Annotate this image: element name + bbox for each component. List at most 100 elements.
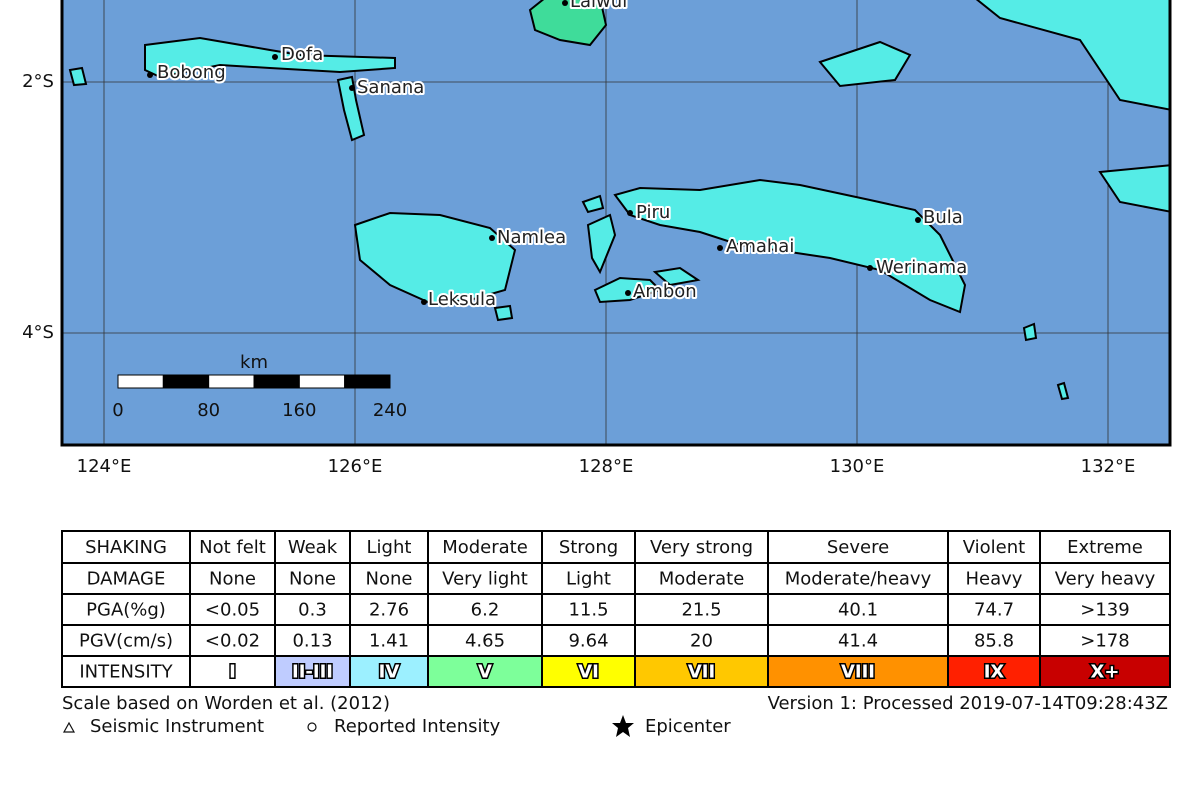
legend-text: 41.4 bbox=[838, 631, 878, 652]
legend-cell bbox=[349, 530, 429, 564]
legend-text: Moderate bbox=[442, 537, 528, 558]
place-label: Namlea bbox=[497, 227, 566, 248]
legend-text: VI bbox=[578, 662, 599, 683]
legend-text: Extreme bbox=[1067, 537, 1143, 558]
legend-text: I bbox=[229, 662, 236, 683]
legend-text: Not felt bbox=[199, 537, 266, 558]
legend-text: 9.64 bbox=[568, 631, 608, 652]
legend-cell bbox=[349, 655, 429, 688]
legend-text: INTENSITY bbox=[79, 662, 173, 683]
legend-text: Moderate bbox=[659, 569, 745, 590]
legend-text: Severe bbox=[827, 537, 889, 558]
legend-cell bbox=[767, 562, 949, 595]
map-frame bbox=[60, 0, 1172, 447]
place-dot bbox=[915, 217, 921, 223]
island bbox=[581, 194, 605, 214]
place-label: Leksula bbox=[428, 289, 496, 310]
place-label: Ambon bbox=[633, 281, 697, 302]
legend-text: VIII bbox=[841, 662, 875, 683]
place-label: Piru bbox=[636, 202, 670, 223]
island bbox=[528, 0, 608, 47]
scale-segment bbox=[344, 374, 391, 389]
legend-text: 20 bbox=[690, 631, 713, 652]
legend-text: Light bbox=[367, 537, 412, 558]
scale-tick: 160 bbox=[282, 400, 316, 421]
legend-cell bbox=[1039, 624, 1171, 657]
legend-text: <0.02 bbox=[205, 631, 260, 652]
legend-text: None bbox=[366, 569, 413, 590]
intensity-symbol bbox=[307, 722, 317, 732]
lon-label: 126°E bbox=[328, 456, 383, 477]
island bbox=[493, 304, 514, 322]
island bbox=[613, 178, 967, 314]
legend-text: 2.76 bbox=[369, 600, 409, 621]
scale-tick: 0 bbox=[112, 400, 123, 421]
place-label: Laiwui bbox=[570, 0, 627, 12]
legend-cell bbox=[274, 655, 351, 688]
legend-text: Strong bbox=[559, 537, 618, 558]
legend-cell bbox=[61, 655, 191, 688]
place-dot bbox=[349, 85, 355, 91]
island bbox=[353, 211, 517, 305]
lon-label: 130°E bbox=[830, 456, 885, 477]
place-label: Bobong bbox=[157, 62, 226, 83]
scale-unit: km bbox=[240, 352, 268, 373]
place-label: Dofa bbox=[281, 44, 323, 65]
legend-text: >178 bbox=[1080, 631, 1129, 652]
legend-cell bbox=[947, 593, 1041, 626]
scale-segment bbox=[117, 374, 164, 389]
legend-text: DAMAGE bbox=[87, 569, 166, 590]
scale-segment bbox=[162, 374, 210, 389]
island bbox=[818, 40, 912, 88]
lon-label: 132°E bbox=[1081, 456, 1136, 477]
symbol-label: Seismic Instrument bbox=[90, 716, 264, 737]
legend-cell bbox=[767, 655, 949, 688]
scale-segment bbox=[253, 374, 300, 389]
legend-text: 40.1 bbox=[838, 600, 878, 621]
scale-tick: 80 bbox=[197, 400, 220, 421]
legend-text: IX bbox=[984, 662, 1005, 683]
island bbox=[144, 36, 396, 79]
place-dot bbox=[867, 265, 873, 271]
instrument-symbol bbox=[62, 721, 76, 733]
legend-text: IV bbox=[379, 662, 400, 683]
lon-label: 124°E bbox=[77, 456, 132, 477]
place-dot bbox=[272, 54, 278, 60]
legend-cell bbox=[947, 655, 1041, 688]
legend-text: SHAKING bbox=[85, 537, 167, 558]
scale-segment bbox=[298, 374, 346, 389]
island bbox=[1022, 322, 1038, 342]
place-dot bbox=[489, 235, 495, 241]
lat-label: 4°S bbox=[22, 322, 54, 343]
symbol-label: Epicenter bbox=[645, 716, 731, 737]
place-dot bbox=[625, 290, 631, 296]
legend-cell bbox=[541, 593, 636, 626]
legend-cell bbox=[541, 530, 636, 564]
place-label: Bula bbox=[923, 207, 963, 228]
place-dot bbox=[562, 0, 568, 6]
legend-text: 0.3 bbox=[298, 600, 327, 621]
legend-cell bbox=[947, 530, 1041, 564]
legend-cell bbox=[947, 624, 1041, 657]
lat-label: 2°S bbox=[22, 71, 54, 92]
legend-text: 1.41 bbox=[369, 631, 409, 652]
legend-cell bbox=[634, 593, 769, 626]
legend-text: Violent bbox=[963, 537, 1025, 558]
legend-text: V bbox=[478, 662, 492, 683]
island bbox=[652, 266, 701, 287]
place-dot bbox=[421, 299, 427, 305]
legend-cell bbox=[427, 593, 543, 626]
legend-text: PGV(cm/s) bbox=[79, 631, 173, 652]
place-label: Amahai bbox=[726, 236, 794, 257]
legend-text: <0.05 bbox=[205, 600, 260, 621]
island bbox=[68, 66, 88, 87]
map: Laiwui Dofa Bobong Sanana Piru Bula Namlea Amah… bbox=[62, 0, 1170, 445]
legend-text: 4.65 bbox=[465, 631, 505, 652]
scale-note: Scale based on Worden et al. (2012) bbox=[62, 693, 390, 714]
island bbox=[975, 0, 1170, 111]
place-dot bbox=[627, 210, 633, 216]
version: Version 1: Processed 2019-07-14T09:28:43… bbox=[768, 693, 1168, 714]
legend-text: VII bbox=[688, 662, 715, 683]
scale-segment bbox=[208, 374, 255, 389]
legend-cell bbox=[427, 655, 543, 688]
